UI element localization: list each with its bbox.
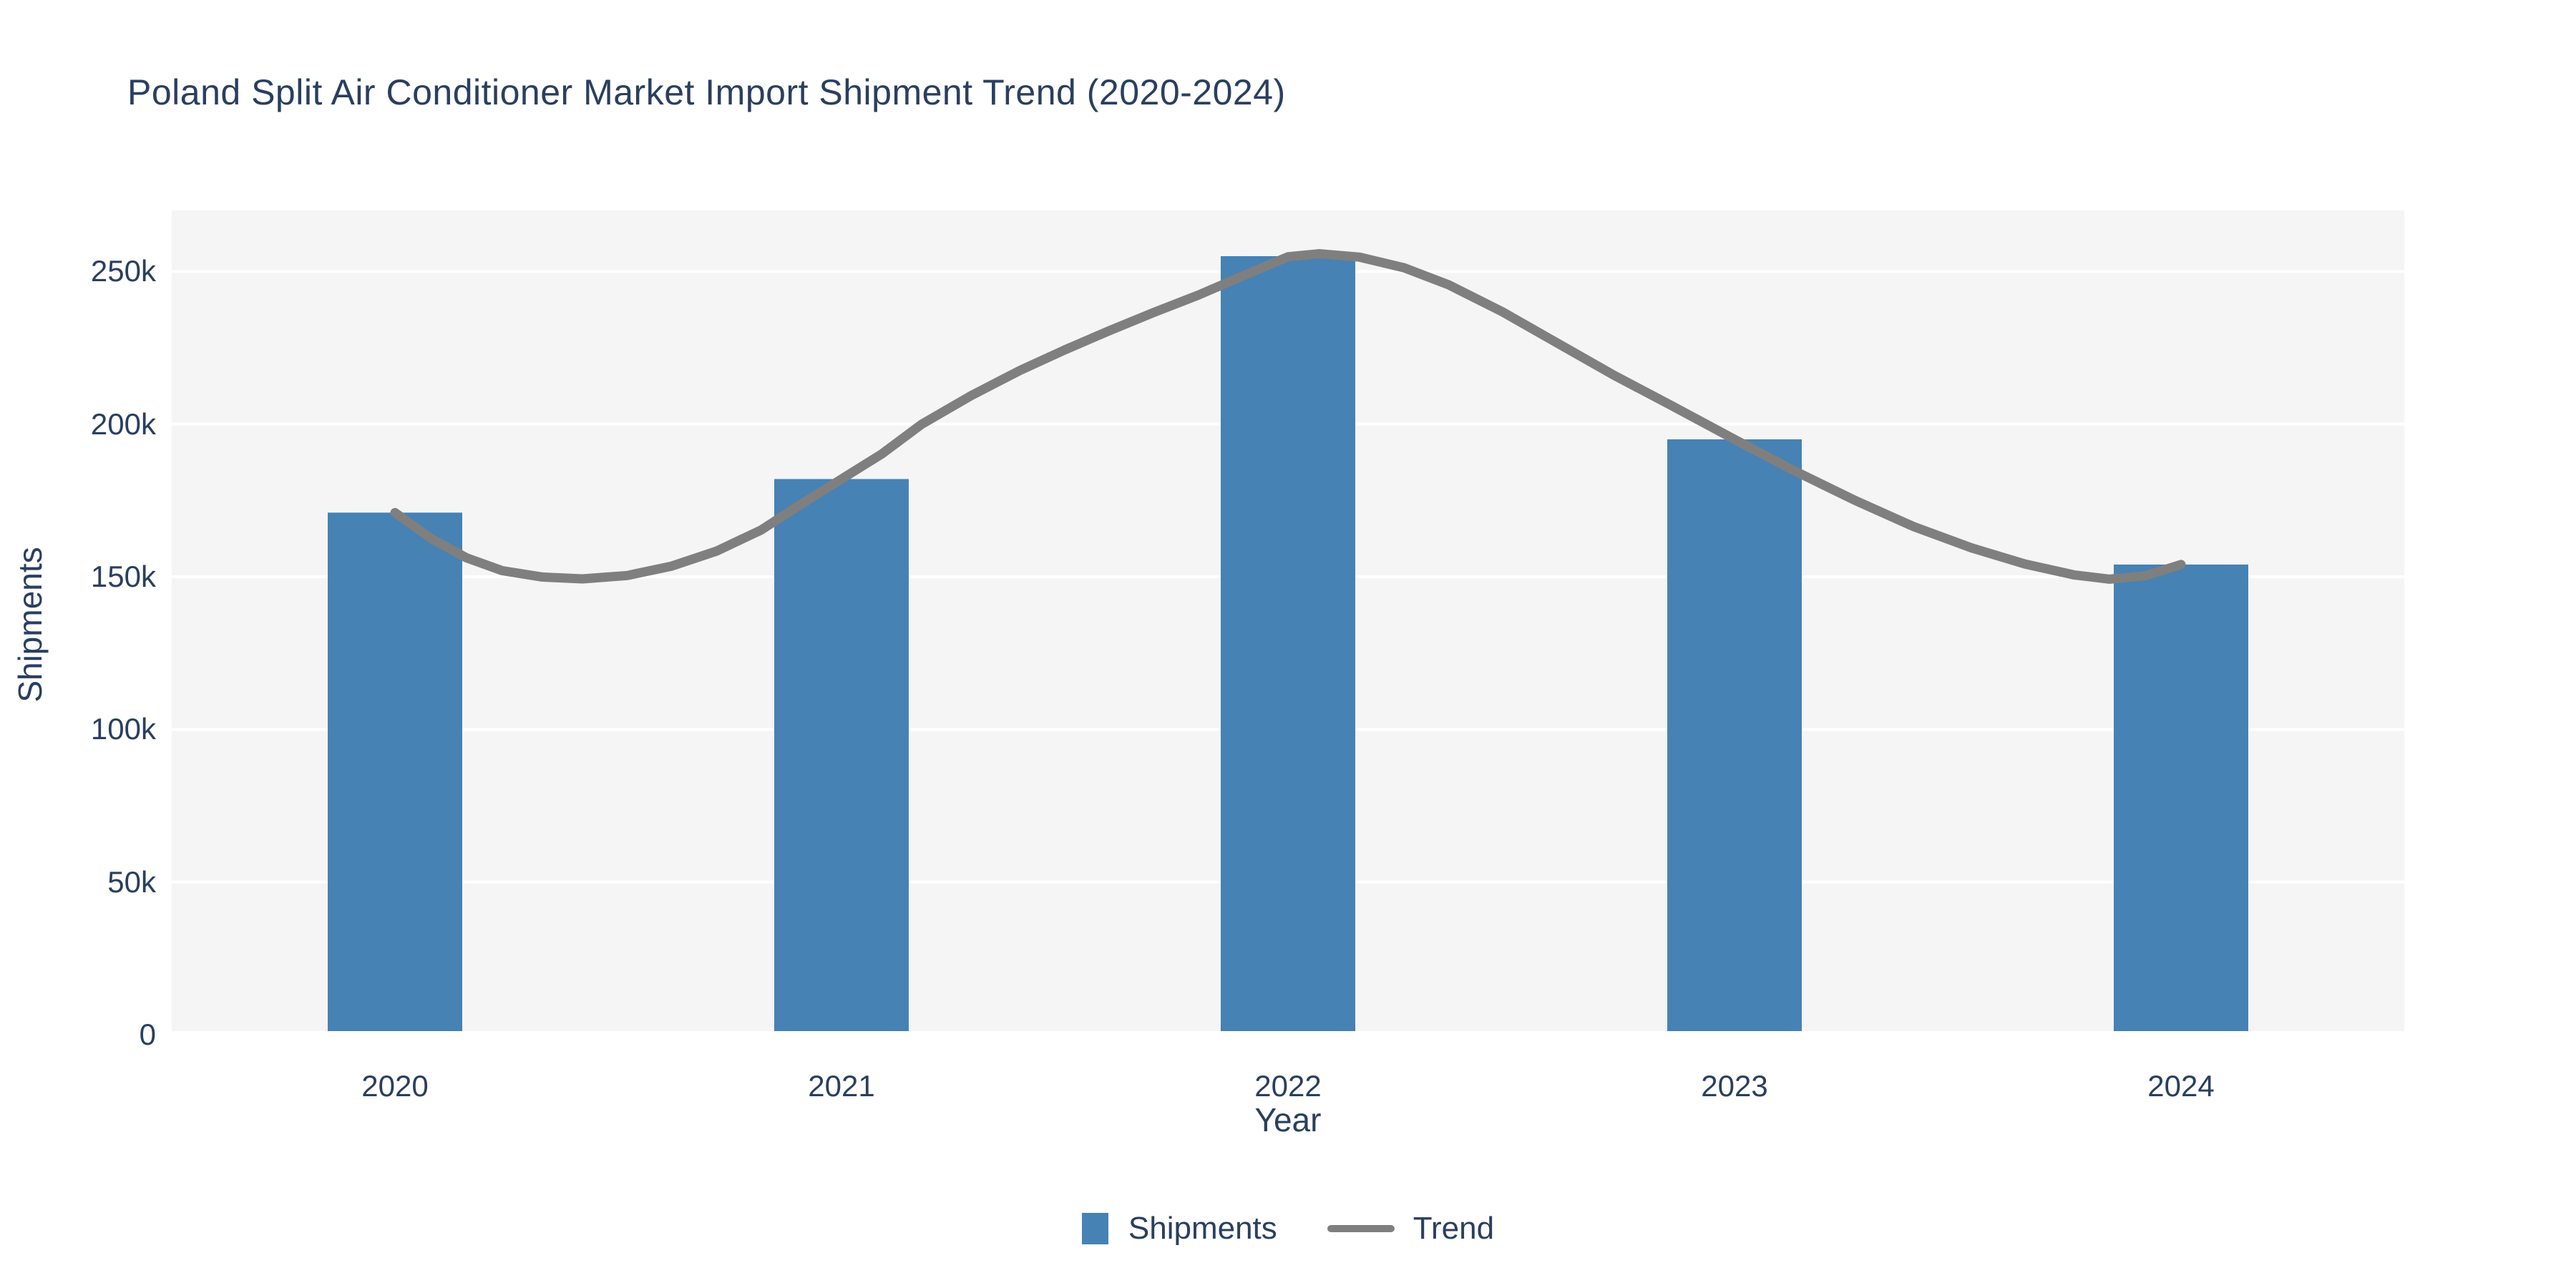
plot-canvas	[172, 249, 2404, 1035]
bar-2022[interactable]	[1221, 256, 1355, 1035]
trend-line-swatch-icon	[1327, 1225, 1395, 1232]
legend-label-shipments: Shipments	[1128, 1211, 1277, 1246]
y-tick-label-150k: 150k	[90, 560, 156, 593]
x-axis-title: Year	[1254, 1101, 1322, 1138]
y-tick-label-50k: 50k	[107, 864, 156, 899]
y-tick-label-250k: 250k	[90, 254, 156, 288]
x-tick-label-2024: 2024	[2147, 1069, 2215, 1103]
legend: Shipments Trend	[0, 1211, 2576, 1246]
legend-item-trend[interactable]: Trend	[1327, 1211, 1494, 1246]
x-tick-label-2021: 2021	[808, 1069, 875, 1103]
legend-label-trend: Trend	[1413, 1211, 1495, 1246]
x-tick-label-2023: 2023	[1701, 1069, 1768, 1103]
bar-2024[interactable]	[2114, 564, 2248, 1035]
y-tick-label-0: 0	[139, 1018, 156, 1051]
bar-2023[interactable]	[1667, 439, 1802, 1035]
legend-item-shipments[interactable]: Shipments	[1081, 1211, 1277, 1246]
bar-2021[interactable]	[774, 479, 909, 1035]
chart-title: Poland Split Air Conditioner Market Impo…	[127, 72, 1286, 112]
y-tick-label-200k: 200k	[90, 406, 156, 441]
trend-line-path[interactable]	[390, 249, 2186, 584]
x-tick-label-2020: 2020	[361, 1069, 429, 1103]
plot-area	[172, 210, 2404, 1035]
x-tick-label-2022: 2022	[1254, 1069, 1322, 1103]
y-axis-tick-labels: 0 50k 100k 150k 200k 250k	[0, 210, 156, 1051]
y-tick-label-100k: 100k	[90, 712, 156, 746]
shipments-swatch-icon	[1081, 1213, 1108, 1244]
bar-2020[interactable]	[328, 512, 462, 1035]
x-axis-tick-labels: 2020 2021 2022 2023 2024	[172, 1069, 2404, 1112]
